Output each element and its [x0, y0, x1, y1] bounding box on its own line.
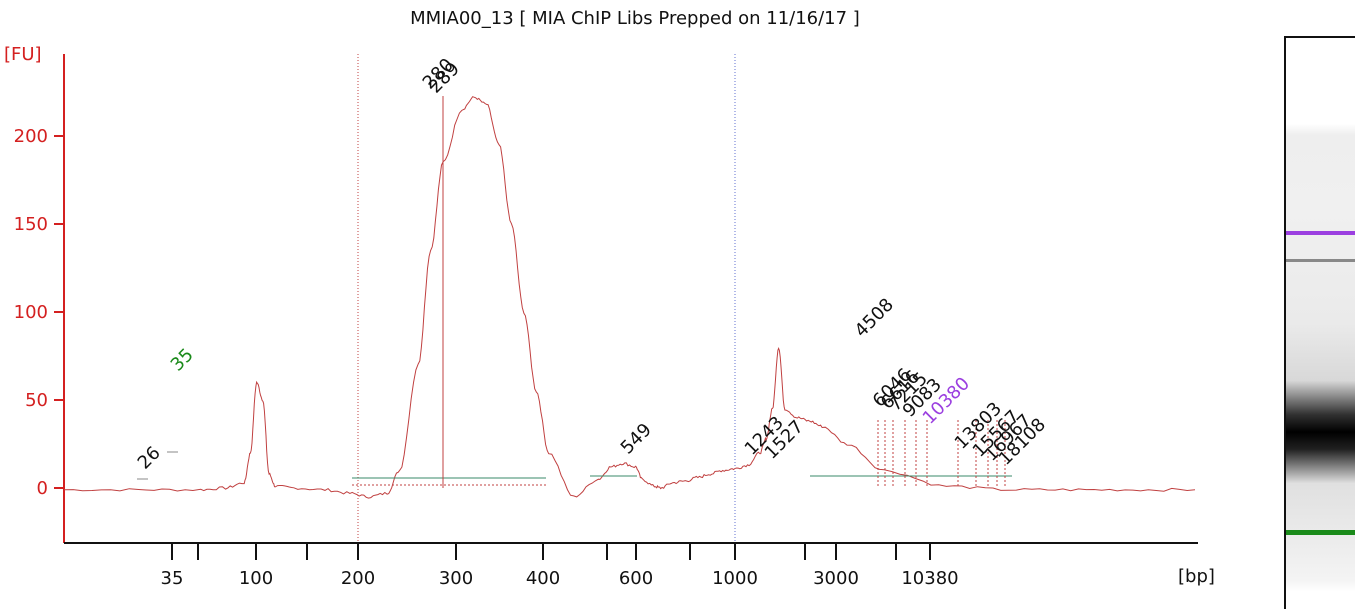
x-tick-label-600: 600 — [619, 568, 653, 589]
y-axis-label: [FU] — [4, 44, 42, 65]
y-tick-label-200: 200 — [14, 126, 48, 147]
electropherogram-plot: [FU] [bp] 0 50 100 150 200 35 100 200 300 400 600… — [4, 44, 1215, 589]
y-tick-label-50: 50 — [25, 390, 48, 411]
trace-line — [63, 96, 1196, 499]
gel-upper-marker-band — [1286, 231, 1355, 235]
y-tick-label-100: 100 — [14, 302, 48, 323]
x-tick-label-10380: 10380 — [901, 568, 958, 589]
x-tick-label-35: 35 — [161, 568, 184, 589]
gel-lane — [1286, 38, 1355, 609]
x-tick-label-3000: 3000 — [813, 568, 859, 589]
peak-label-26: 26 — [134, 442, 165, 473]
y-tick-label-150: 150 — [14, 214, 48, 235]
chart-title: MMIA00_13 [ MIA ChIP Libs Prepped on 11/… — [410, 8, 860, 29]
peak-label-549: 549 — [617, 419, 656, 458]
x-tick-label-300: 300 — [439, 568, 473, 589]
gel-band — [1286, 259, 1355, 262]
y-tick-label-0: 0 — [37, 478, 48, 499]
x-tick-label-100: 100 — [239, 568, 273, 589]
x-axis-label: [bp] — [1178, 566, 1215, 587]
peak-label-35: 35 — [167, 344, 198, 375]
peak-label-4508: 4508 — [851, 294, 898, 341]
gel-image — [1284, 36, 1355, 609]
x-tick-label-400: 400 — [526, 568, 560, 589]
x-tick-label-1000: 1000 — [712, 568, 758, 589]
x-tick-label-200: 200 — [341, 568, 375, 589]
gel-lower-marker-band — [1286, 530, 1355, 535]
